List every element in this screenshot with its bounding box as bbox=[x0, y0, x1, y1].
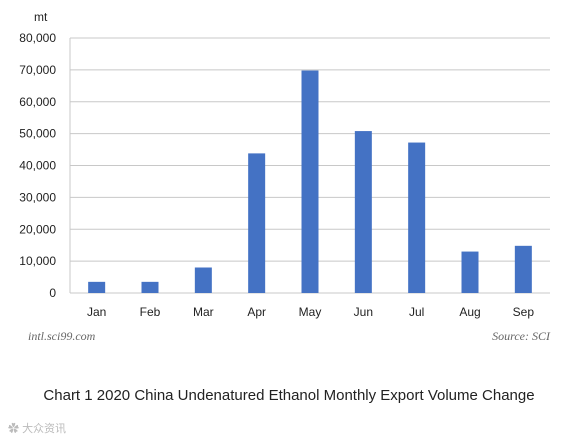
watermark-logo: ✿ 大众资讯 bbox=[8, 423, 67, 435]
bar-aug bbox=[461, 251, 479, 293]
x-tick-label: Feb bbox=[140, 305, 161, 319]
y-tick-labels: 0 10,000 20,000 30,000 40,000 50,000 60,000 70,… bbox=[19, 31, 56, 300]
x-tick-label: May bbox=[299, 305, 322, 319]
bar-sep bbox=[514, 245, 532, 293]
bar-chart: mt 0 10,000 20,000 30,000 40,000 50,000 60,000… bbox=[19, 10, 551, 343]
bar-jun bbox=[354, 131, 372, 293]
site-url-note: intl.sci99.com bbox=[28, 329, 96, 343]
y-axis-unit: mt bbox=[34, 10, 48, 24]
watermark-text: 大众资讯 bbox=[22, 423, 67, 435]
y-tick-label: 50,000 bbox=[19, 127, 56, 141]
x-tick-label: Jul bbox=[409, 305, 424, 319]
x-tick-label: Aug bbox=[459, 305, 480, 319]
bar-jan bbox=[88, 281, 106, 293]
x-tick-label: Sep bbox=[513, 305, 535, 319]
y-tick-label: 60,000 bbox=[19, 95, 56, 109]
y-tick-label: 70,000 bbox=[19, 63, 56, 77]
bar-apr bbox=[248, 153, 266, 293]
y-tick-label: 80,000 bbox=[19, 31, 56, 45]
bars bbox=[88, 70, 532, 293]
x-tick-labels: Jan Feb Mar Apr May Jun Jul Aug Sep bbox=[87, 305, 534, 319]
bar-jul bbox=[408, 142, 426, 293]
bar-may bbox=[301, 70, 319, 293]
y-tick-label: 20,000 bbox=[19, 222, 56, 236]
chart-caption: Chart 1 2020 China Undenatured Ethanol M… bbox=[43, 387, 535, 404]
x-tick-label: Jun bbox=[354, 305, 373, 319]
source-note: Source: SCI bbox=[492, 329, 551, 343]
x-tick-label: Apr bbox=[247, 305, 266, 319]
x-tick-label: Mar bbox=[193, 305, 214, 319]
y-tick-label: 30,000 bbox=[19, 190, 56, 204]
bar-mar bbox=[194, 267, 212, 293]
x-tick-label: Jan bbox=[87, 305, 106, 319]
y-tick-label: 40,000 bbox=[19, 159, 56, 173]
bar-feb bbox=[141, 281, 159, 293]
y-tick-label: 10,000 bbox=[19, 254, 56, 268]
y-tick-label: 0 bbox=[49, 286, 56, 300]
